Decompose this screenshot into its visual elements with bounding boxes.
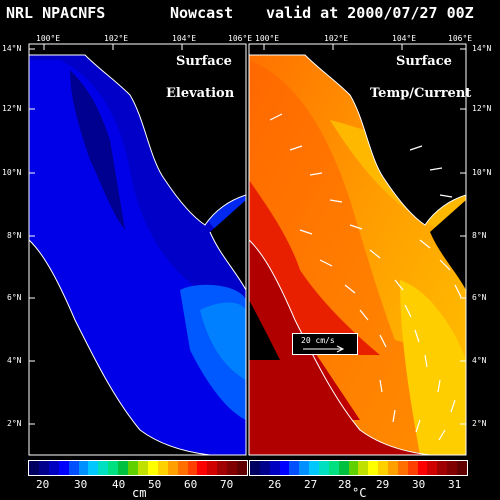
- temperature-unit: °C: [352, 486, 367, 500]
- scale-arrow-icon: [303, 345, 345, 353]
- current-vectors: [269, 113, 462, 441]
- lat-label-right-8: 8°N: [472, 231, 487, 240]
- elevation-panel: [29, 44, 246, 455]
- lon-label-right-104: 104°E: [392, 34, 417, 43]
- temperature-swatch: [348, 461, 359, 475]
- lat-label-10: 10°N: [2, 168, 22, 177]
- temperature-swatch: [299, 461, 310, 475]
- temperature-swatch: [279, 461, 290, 475]
- temp-tick-26: 26: [268, 478, 282, 491]
- temperature-swatch: [437, 461, 448, 475]
- lat-label-14: 14°N: [2, 44, 22, 53]
- temperature-swatch: [407, 461, 418, 475]
- elevation-swatch: [177, 461, 188, 475]
- lon-label-left-102: 102°E: [104, 34, 129, 43]
- elev-tick-20: 20: [36, 478, 50, 491]
- temperature-swatch: [259, 461, 270, 475]
- temperature-swatch: [319, 461, 329, 475]
- lon-label-right-106: 106°E: [448, 34, 473, 43]
- elevation-swatch: [88, 461, 99, 475]
- elev-tick-70: 70: [220, 478, 234, 491]
- temp-tick-30: 30: [412, 478, 426, 491]
- lat-label-4: 4°N: [7, 356, 22, 365]
- temperature-swatch: [338, 461, 349, 475]
- temperature-swatch: [397, 461, 408, 475]
- left-panel-title-1: Surface: [176, 54, 232, 69]
- elevation-unit: cm: [132, 486, 147, 500]
- elevation-swatch: [147, 461, 158, 475]
- lon-label-left-104: 104°E: [172, 34, 197, 43]
- lat-label-right-4: 4°N: [472, 356, 487, 365]
- temperature-swatch: [427, 461, 438, 475]
- lon-label-left-100: 100°E: [36, 34, 61, 43]
- right-panel-title-1: Surface: [396, 54, 452, 69]
- temperature-swatch: [269, 461, 280, 475]
- lat-label-6: 6°N: [7, 293, 22, 302]
- elevation-swatch: [207, 461, 218, 475]
- temperature-swatch: [378, 461, 389, 475]
- lat-label-right-2: 2°N: [472, 419, 487, 428]
- elevation-swatch: [108, 461, 119, 475]
- temperature-swatch: [250, 461, 260, 475]
- lon-label-right-100: 100°E: [255, 34, 280, 43]
- elevation-swatch: [58, 461, 69, 475]
- elevation-swatch: [38, 461, 49, 475]
- axis-ticks: [29, 44, 467, 425]
- elevation-swatch: [197, 461, 208, 475]
- lat-label-12: 12°N: [2, 104, 22, 113]
- elevation-swatch: [98, 461, 109, 475]
- lat-label-right-14: 14°N: [472, 44, 492, 53]
- temp-tick-27: 27: [304, 478, 318, 491]
- elevation-swatch: [68, 461, 79, 475]
- temperature-colorbar: [249, 460, 468, 476]
- temperature-swatch: [309, 461, 320, 475]
- elevation-swatch: [137, 461, 148, 475]
- elev-tick-40: 40: [112, 478, 126, 491]
- lat-label-2: 2°N: [7, 419, 22, 428]
- temperature-swatch: [328, 461, 339, 475]
- elevation-swatch: [118, 461, 129, 475]
- temperature-swatch: [388, 461, 398, 475]
- lat-label-right-10: 10°N: [472, 168, 492, 177]
- elevation-swatch: [227, 461, 238, 475]
- elevation-swatch: [128, 461, 138, 475]
- elevation-swatch: [217, 461, 228, 475]
- lat-label-right-12: 12°N: [472, 104, 492, 113]
- elevation-colorbar: [28, 460, 248, 476]
- temperature-swatch: [457, 461, 467, 475]
- left-panel-title-2: Elevation: [166, 86, 235, 101]
- temperature-swatch: [289, 461, 300, 475]
- lon-label-right-102: 102°E: [324, 34, 349, 43]
- temperature-swatch: [447, 461, 458, 475]
- temp-tick-28: 28: [338, 478, 352, 491]
- valid-time: valid at 2000/07/27 00Z: [266, 4, 474, 22]
- model-name: NRL NPACNFS: [6, 4, 106, 22]
- elevation-swatch: [78, 461, 89, 475]
- current-scale-label: 20 cm/s: [301, 336, 335, 345]
- elevation-swatch: [237, 461, 247, 475]
- forecast-mode: Nowcast: [170, 4, 234, 22]
- elev-tick-50: 50: [148, 478, 162, 491]
- right-panel-title-2: Temp/Current: [370, 86, 472, 101]
- temperature-swatch: [368, 461, 379, 475]
- elevation-swatch: [48, 461, 59, 475]
- elevation-swatch: [157, 461, 168, 475]
- temperature-swatch: [417, 461, 428, 475]
- temperature-swatch: [358, 461, 369, 475]
- elevation-swatch: [187, 461, 198, 475]
- current-scale-legend: 20 cm/s: [292, 333, 358, 355]
- elevation-swatch: [167, 461, 178, 475]
- temperature-panel: [249, 44, 466, 455]
- lon-label-left-106: 106°E: [228, 34, 253, 43]
- elevation-swatch: [29, 461, 39, 475]
- elev-tick-30: 30: [74, 478, 88, 491]
- lat-label-right-6: 6°N: [472, 293, 487, 302]
- elev-tick-60: 60: [184, 478, 198, 491]
- temp-tick-31: 31: [448, 478, 462, 491]
- lat-label-8: 8°N: [7, 231, 22, 240]
- temp-tick-29: 29: [376, 478, 390, 491]
